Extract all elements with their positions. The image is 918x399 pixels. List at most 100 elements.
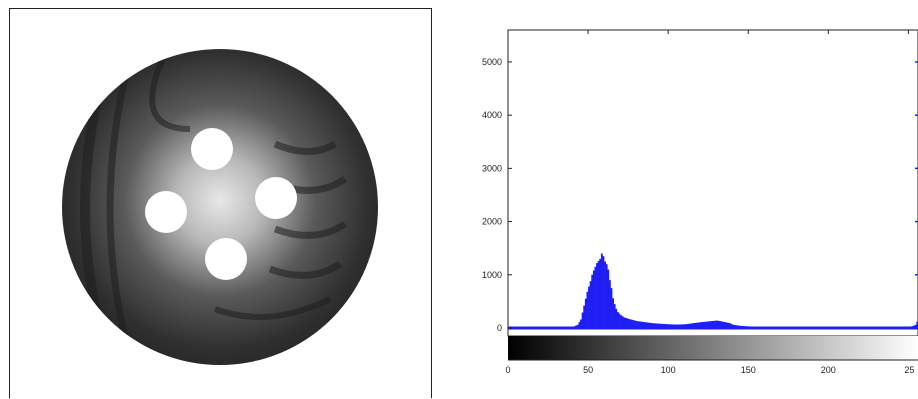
x-axis: 0 50 100 150 200 25 [505, 30, 914, 375]
x-tick-label: 25 [904, 365, 914, 375]
histogram-bar [656, 323, 659, 329]
histogram-bar [639, 321, 642, 329]
histogram-bar [592, 270, 595, 329]
histogram-bar [669, 324, 672, 329]
histogram-bar [616, 312, 619, 329]
histogram-bar [680, 324, 683, 329]
histogram-bar [682, 324, 685, 329]
histogram-bar [580, 319, 582, 329]
histogram-bar [701, 322, 704, 329]
histogram-bar [725, 322, 728, 329]
button-ring-2 [106, 58, 134, 360]
histogram-bar [599, 258, 602, 329]
histogram-bar [648, 322, 651, 329]
button-ring-3 [149, 52, 191, 132]
histogram-bar [916, 321, 918, 329]
histogram-bar [596, 263, 598, 329]
x-tick-label: 150 [741, 365, 756, 375]
button-hole-top [191, 128, 233, 170]
histogram-bar [709, 321, 712, 329]
button-hole-left [145, 191, 187, 233]
histogram-bar [724, 322, 727, 329]
histogram-bar [612, 298, 614, 329]
histogram-bar [696, 322, 699, 329]
histogram-bar [708, 321, 711, 329]
histogram-bar [602, 256, 605, 329]
histogram-bar [914, 324, 917, 329]
histogram-bar [586, 291, 589, 329]
histogram-bar [671, 324, 674, 329]
histogram-bar [716, 320, 719, 329]
histogram-bar [688, 323, 691, 329]
button-ring-8 [213, 296, 332, 320]
histogram-bar [594, 266, 597, 329]
histogram-bar [640, 321, 643, 329]
histogram-bar [730, 324, 733, 329]
histogram-bars [508, 253, 918, 330]
histogram-bar [597, 260, 600, 329]
histogram-bar [581, 312, 584, 329]
histogram-bar [588, 286, 590, 329]
histogram-bar [610, 288, 613, 329]
histogram-bar [732, 324, 735, 329]
histogram-bar [589, 281, 592, 329]
histogram-bar [620, 315, 623, 329]
histogram-bar [623, 317, 626, 329]
y-tick-label: 1000 [482, 270, 502, 280]
histogram-bar [624, 317, 627, 329]
x-tick-label: 50 [583, 365, 593, 375]
histogram-bar [626, 318, 629, 329]
histogram-bar [608, 280, 611, 329]
histogram-bar [664, 324, 667, 329]
histogram-bar [663, 323, 666, 329]
histogram-bar [653, 323, 656, 329]
histogram-bar [634, 320, 637, 329]
histogram-bar [693, 323, 696, 329]
histogram-bar [729, 323, 731, 329]
histogram-bar [600, 253, 603, 329]
image-panel [9, 8, 432, 398]
histogram-bar [714, 320, 717, 329]
histogram-bar [703, 321, 706, 329]
histogram-bar [727, 322, 730, 329]
histogram-bar [607, 269, 610, 329]
histogram-bar [652, 323, 655, 329]
histogram-bar [591, 274, 594, 329]
histogram-bar [578, 322, 581, 329]
button-disc [62, 49, 378, 365]
histogram-bar [618, 313, 621, 329]
plot-area [507, 29, 918, 337]
button-ring-4 [273, 140, 337, 155]
histogram-bar [713, 320, 715, 329]
histogram-bar [604, 261, 606, 329]
histogram-bar [668, 324, 671, 329]
histogram-bar [647, 322, 650, 329]
grayscale-colorbar [508, 336, 918, 360]
y-tick-label: 4000 [482, 110, 502, 120]
histogram-bar [613, 304, 616, 329]
histogram-bar [605, 264, 608, 329]
histogram-bar [690, 323, 693, 329]
histogram-bar [629, 319, 632, 329]
histogram-bar [637, 321, 640, 329]
button-ring-6 [273, 221, 347, 239]
histogram-bar [645, 322, 648, 329]
y-tick-label: 5000 [482, 57, 502, 67]
histogram-bar [719, 321, 722, 329]
histogram-bar [698, 322, 701, 329]
histogram-bar [661, 323, 664, 329]
button-image [62, 49, 378, 365]
histogram-bar [632, 320, 635, 329]
button-hole-bottom [205, 238, 247, 280]
histogram-bar [717, 320, 720, 329]
histogram-bar [583, 305, 586, 329]
histogram-bar [674, 324, 677, 329]
histogram-bar [722, 321, 725, 329]
histogram-bar [695, 322, 698, 329]
histogram-bar [687, 323, 690, 329]
histogram-bar [676, 324, 679, 329]
y-tick-label: 3000 [482, 163, 502, 173]
histogram-bar [711, 321, 714, 329]
button-ring-7 [268, 261, 342, 279]
histogram-bar [642, 321, 645, 329]
